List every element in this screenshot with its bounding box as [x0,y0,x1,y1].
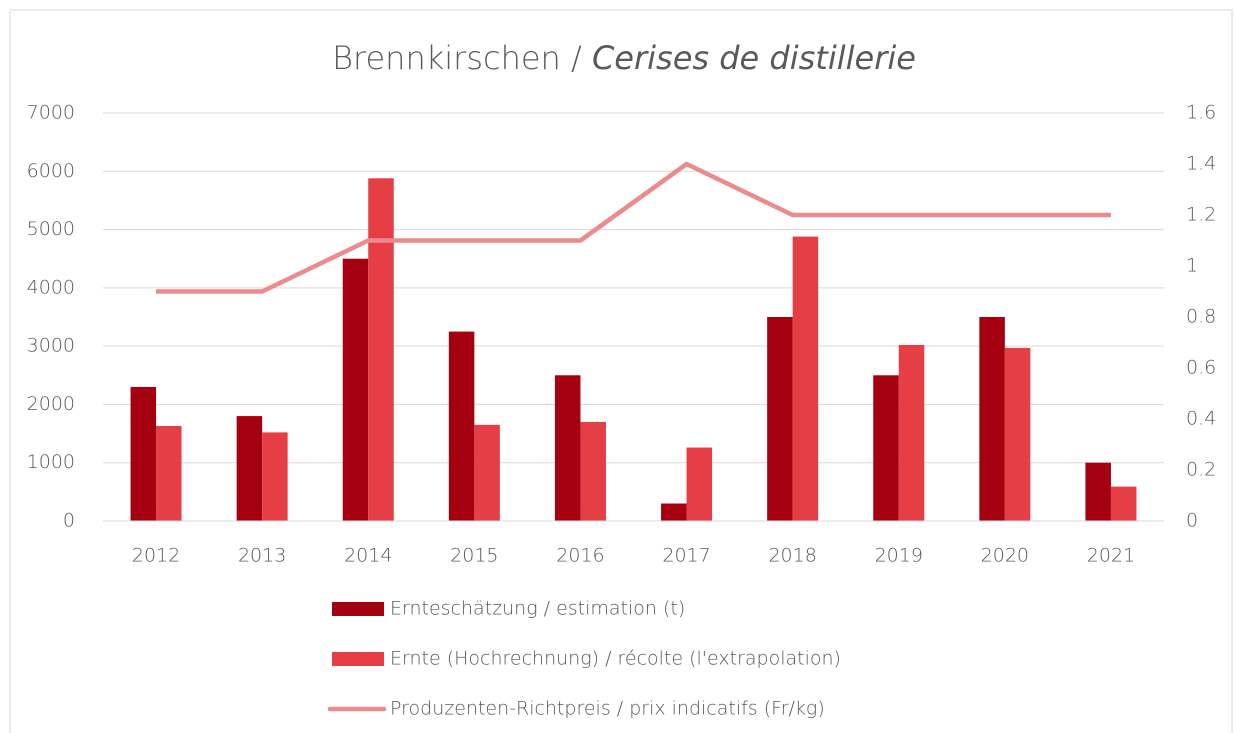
y-tick-label: 4000 [27,276,75,298]
y2-tick-label: 1.6 [1186,102,1216,124]
y-tick-label: 6000 [27,160,75,182]
bar [792,236,819,521]
bar [661,503,687,521]
title-italic: Cerises de distillerie [592,39,916,77]
chart-title: Brennkirschen / Cerises de distillerie [332,39,916,77]
x-tick-label: 2021 [1087,545,1135,567]
y2-tick-label: 0.4 [1186,408,1216,430]
y-tick-label: 7000 [27,102,75,124]
chart-frame [9,9,1233,733]
bar [262,432,288,521]
x-tick-label: 2013 [238,545,286,567]
legend-label: Ernte (Hochrechnung) / récolte (l'extrap… [390,648,841,670]
title-main: Brennkirschen / [332,39,582,77]
bar [873,375,899,521]
y-tick-label: 1000 [27,451,75,473]
bar [580,421,606,521]
bar [342,258,369,521]
x-tick-label: 2020 [981,545,1029,567]
y2-tick-label: 0.6 [1186,357,1216,379]
y-tick-label: 2000 [27,393,75,415]
y-tick-label: 5000 [27,218,75,240]
y-tick-label: 0 [63,510,75,532]
bar [1004,347,1031,521]
y2-tick-label: 1.2 [1186,204,1216,226]
legend-swatch [332,602,384,616]
bar [767,317,793,521]
x-tick-label: 2018 [768,545,816,567]
bar [686,447,713,521]
x-tick-label: 2012 [132,545,180,567]
y2-tick-label: 1 [1186,255,1198,277]
line-series [156,161,1111,294]
y2-tick-label: 0.8 [1186,306,1216,328]
bar [130,386,157,521]
x-tick-label: 2017 [662,545,710,567]
x-tick-label: 2016 [556,545,604,567]
bar [979,317,1005,521]
y2-tick-label: 0.2 [1186,459,1216,481]
y2-tick-label: 1.4 [1186,153,1216,175]
bar [898,344,925,521]
x-tick-label: 2019 [875,545,923,567]
bar [1085,462,1111,521]
x-tick-label: 2014 [344,545,392,567]
bar [474,424,500,521]
bar [236,416,263,521]
bar [554,375,581,521]
bar [156,425,182,521]
bar [1110,486,1137,521]
y-tick-label: 3000 [27,335,75,357]
legend-label: Ernteschätzung / estimation (t) [390,598,685,620]
bar [448,331,475,521]
legend-label: Produzenten-Richtpreis / prix indicatifs… [390,698,825,720]
x-tick-label: 2015 [450,545,498,567]
bar [368,178,394,521]
y2-tick-label: 0 [1186,510,1198,532]
legend-swatch [332,652,384,666]
